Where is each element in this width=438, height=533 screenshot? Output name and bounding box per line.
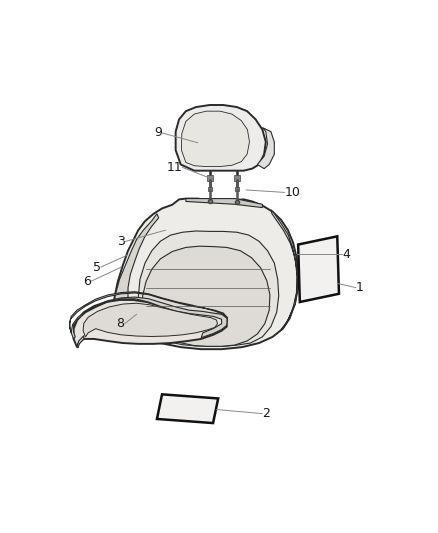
Polygon shape xyxy=(142,246,269,346)
Text: 4: 4 xyxy=(342,248,350,261)
Polygon shape xyxy=(185,199,262,207)
Text: 8: 8 xyxy=(117,317,124,330)
Polygon shape xyxy=(71,297,227,339)
Polygon shape xyxy=(270,209,297,329)
Polygon shape xyxy=(257,127,274,168)
Polygon shape xyxy=(297,236,338,302)
Text: 11: 11 xyxy=(166,161,182,174)
Text: 9: 9 xyxy=(154,126,162,140)
Polygon shape xyxy=(114,199,297,349)
Polygon shape xyxy=(138,231,278,346)
Polygon shape xyxy=(157,394,218,423)
Polygon shape xyxy=(77,336,84,348)
Text: 3: 3 xyxy=(117,235,124,248)
Polygon shape xyxy=(69,292,227,333)
Polygon shape xyxy=(74,300,226,347)
Text: 6: 6 xyxy=(82,275,90,288)
Text: 2: 2 xyxy=(262,407,270,420)
Text: 10: 10 xyxy=(284,186,300,199)
Polygon shape xyxy=(114,214,158,337)
Text: 5: 5 xyxy=(92,261,101,273)
Polygon shape xyxy=(181,111,249,166)
Text: 1: 1 xyxy=(355,281,363,294)
Polygon shape xyxy=(83,303,217,337)
Polygon shape xyxy=(175,105,265,171)
